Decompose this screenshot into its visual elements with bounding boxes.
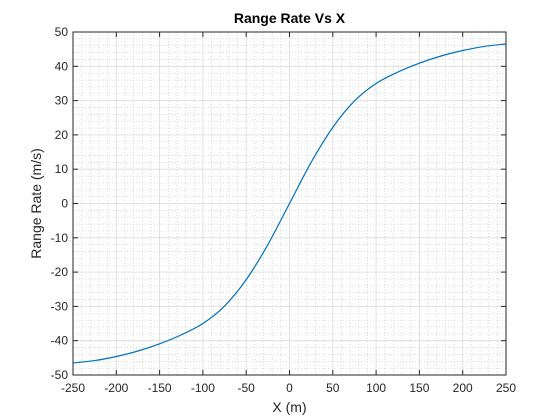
x-tick-label: 150 bbox=[409, 381, 429, 395]
y-tick-label: 40 bbox=[55, 59, 69, 73]
y-tick-label: -10 bbox=[51, 231, 69, 245]
y-tick-label: -20 bbox=[51, 265, 69, 279]
series-line bbox=[72, 43, 507, 364]
x-tick-label: 250 bbox=[496, 381, 516, 395]
x-tick-label: 100 bbox=[366, 381, 386, 395]
y-tick-label: -40 bbox=[51, 334, 69, 348]
y-tick-label: 20 bbox=[55, 128, 69, 142]
x-tick-label: -150 bbox=[148, 381, 172, 395]
x-tick-label: -50 bbox=[238, 381, 256, 395]
y-tick-label: -30 bbox=[51, 299, 69, 313]
x-tick-label: -200 bbox=[104, 381, 128, 395]
x-tick-label: -250 bbox=[61, 381, 85, 395]
y-tick-label: -50 bbox=[51, 368, 69, 382]
y-tick-label: 50 bbox=[55, 25, 69, 39]
axis-ticks bbox=[72, 31, 507, 376]
x-tick-label: 50 bbox=[326, 381, 340, 395]
x-tick-labels: -250 -200 -150 -100 -50 0 50 100 150 200 250 bbox=[61, 381, 516, 395]
x-tick-label: 0 bbox=[286, 381, 293, 395]
y-tick-label: 10 bbox=[55, 162, 69, 176]
x-tick-label: 200 bbox=[453, 381, 473, 395]
y-tick-label: 0 bbox=[61, 197, 68, 211]
y-tick-labels: -50 -40 -30 -20 -10 0 10 20 30 40 50 bbox=[51, 25, 69, 382]
x-tick-label: -100 bbox=[191, 381, 215, 395]
y-tick-label: 30 bbox=[55, 94, 69, 108]
y-axis-label: Range Rate (m/s) bbox=[28, 148, 44, 258]
chart-title: Range Rate Vs X bbox=[234, 10, 346, 26]
x-axis-label: X (m) bbox=[272, 399, 306, 415]
